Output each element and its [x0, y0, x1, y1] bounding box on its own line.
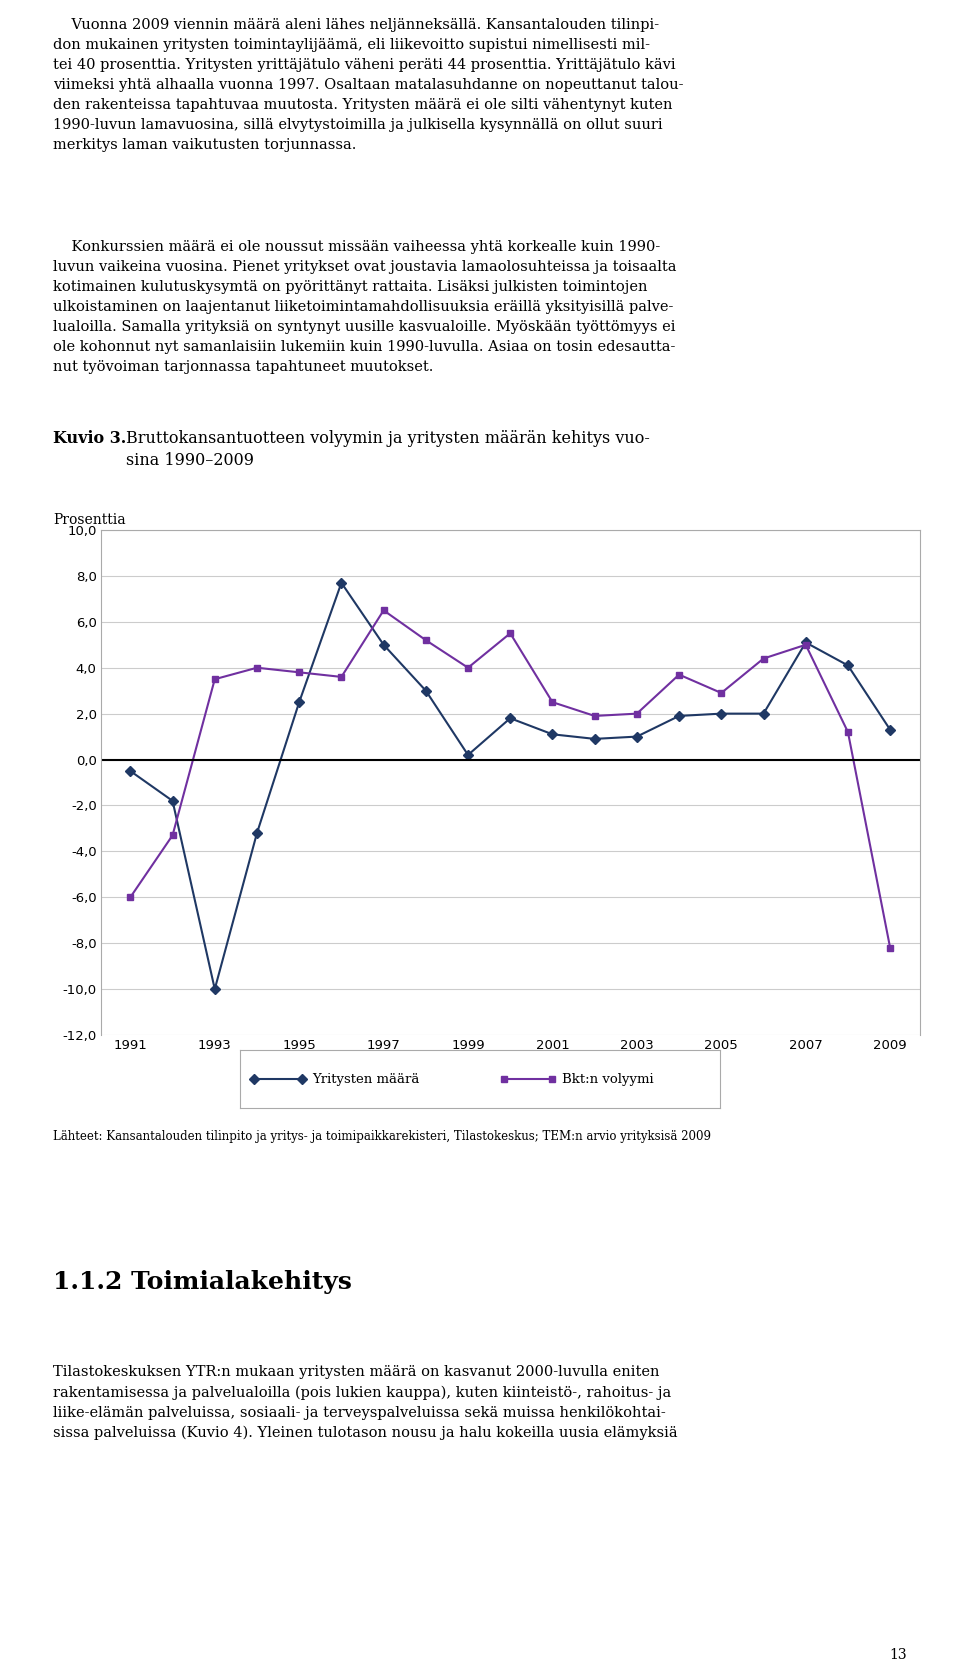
Yritysten määrä — [757, 703, 769, 723]
Bkt:n volyymi — [757, 648, 769, 668]
Bkt:n volyymi — [631, 703, 642, 723]
Bkt:n volyymi — [884, 939, 896, 959]
Yritysten määrä — [546, 725, 558, 745]
Text: Vuonna 2009 viennin määrä aleni lähes neljänneksällä. Kansantalouden tilinpi-
do: Vuonna 2009 viennin määrä aleni lähes ne… — [53, 18, 684, 152]
Yritysten määrä — [125, 762, 136, 782]
Yritysten määrä — [420, 681, 432, 701]
Yritysten määrä — [336, 573, 348, 593]
Text: Kuvio 3.: Kuvio 3. — [53, 429, 126, 448]
Bkt:n volyymi — [673, 665, 684, 685]
Bkt:n volyymi — [294, 663, 305, 683]
Bkt:n volyymi — [588, 706, 600, 726]
Line: Bkt:n volyymi: Bkt:n volyymi — [127, 606, 894, 952]
Bkt:n volyymi — [167, 825, 179, 845]
Text: Prosenttia: Prosenttia — [53, 513, 126, 528]
Bkt:n volyymi — [505, 623, 516, 643]
Yritysten määrä — [588, 728, 600, 748]
Yritysten määrä — [842, 655, 853, 675]
Bkt:n volyymi — [252, 658, 263, 678]
Text: Bkt:n volyymi: Bkt:n volyymi — [562, 1072, 653, 1086]
Line: Yritysten määrä: Yritysten määrä — [127, 579, 894, 992]
Bkt:n volyymi — [125, 887, 136, 907]
Yritysten määrä — [715, 703, 727, 723]
Text: Bruttokansantuotteen volyymin ja yritysten määrän kehitys vuo-
sina 1990–2009: Bruttokansantuotteen volyymin ja yrityst… — [126, 429, 650, 469]
Yritysten määrä — [167, 792, 179, 812]
Yritysten määrä — [800, 633, 811, 653]
Bkt:n volyymi — [842, 721, 853, 741]
Text: 13: 13 — [890, 1648, 907, 1662]
Text: Lähteet: Kansantalouden tilinpito ja yritys- ja toimipaikkarekisteri, Tilastokes: Lähteet: Kansantalouden tilinpito ja yri… — [53, 1131, 710, 1142]
Yritysten määrä — [378, 635, 390, 655]
Yritysten määrä — [884, 720, 896, 740]
Text: Tilastokeskuksen YTR:n mukaan yritysten määrä on kasvanut 2000-luvulla eniten
ra: Tilastokeskuksen YTR:n mukaan yritysten … — [53, 1364, 678, 1440]
Yritysten määrä — [294, 691, 305, 711]
Yritysten määrä — [505, 708, 516, 728]
Bkt:n volyymi — [546, 691, 558, 711]
Yritysten määrä — [463, 745, 474, 765]
Bkt:n volyymi — [800, 635, 811, 655]
Yritysten määrä — [252, 823, 263, 843]
Bkt:n volyymi — [715, 683, 727, 703]
Bkt:n volyymi — [420, 630, 432, 650]
Bkt:n volyymi — [378, 600, 390, 620]
Bkt:n volyymi — [336, 666, 348, 686]
Text: 1.1.2 Toimialakehitys: 1.1.2 Toimialakehitys — [53, 1269, 351, 1294]
Yritysten määrä — [631, 726, 642, 746]
Text: Yritysten määrä: Yritysten määrä — [312, 1072, 420, 1086]
Bkt:n volyymi — [463, 658, 474, 678]
Text: Konkurssien määrä ei ole noussut missään vaiheessa yhtä korkealle kuin 1990-
luv: Konkurssien määrä ei ole noussut missään… — [53, 240, 676, 374]
Bkt:n volyymi — [209, 670, 221, 690]
Yritysten määrä — [209, 979, 221, 999]
Yritysten määrä — [673, 706, 684, 726]
